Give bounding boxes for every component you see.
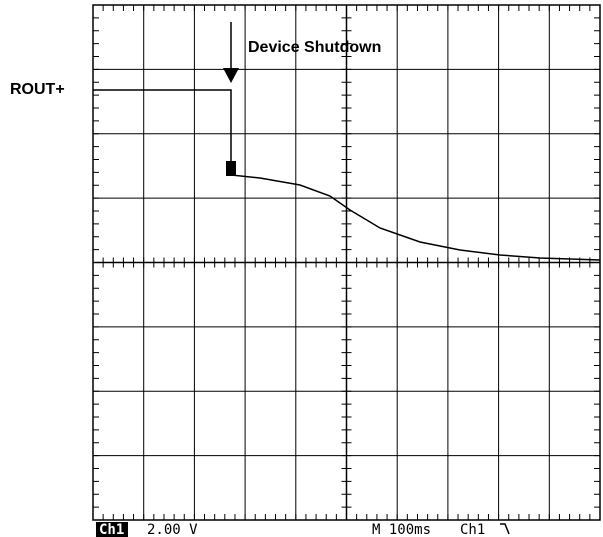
- channel-label: Ch1: [99, 522, 124, 537]
- arrow-head: [223, 68, 239, 83]
- trigger-label: Ch1: [460, 522, 485, 537]
- signal-label: ROUT+: [10, 81, 65, 98]
- graticule: [93, 5, 600, 520]
- event-label: Device Shutdown: [248, 39, 381, 56]
- scale-label: 2.00 V: [147, 522, 198, 537]
- trigger-edge-icon: [500, 523, 510, 535]
- timebase-label: M 100ms: [372, 522, 431, 537]
- cursor-marker: [226, 161, 236, 176]
- channel-badge: [96, 522, 128, 537]
